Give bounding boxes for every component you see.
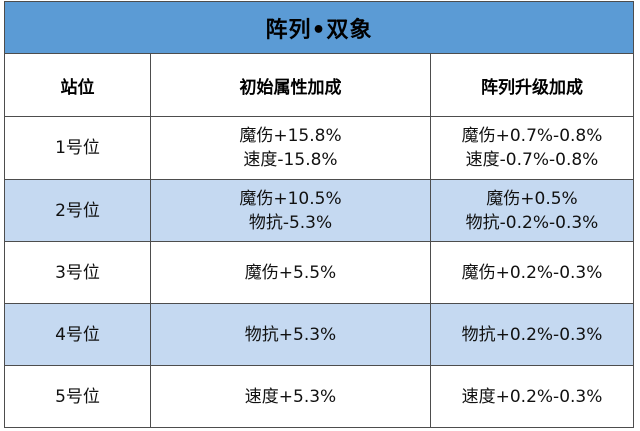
bonus-line: 魔伤+10.5%	[239, 188, 342, 209]
table-row: 4号位 物抗+5.3% 物抗+0.2%-0.3%	[4, 303, 635, 366]
bonus-line: 速度-15.8%	[243, 150, 338, 170]
table-title: 阵列•双象	[3, 1, 635, 54]
upgrade-bonus-cell: 物抗+0.2%-0.3%	[429, 303, 635, 366]
bonus-line: 物抗+5.3%	[244, 324, 337, 345]
bonus-line: 魔伤+0.7%-0.8%	[461, 126, 603, 146]
bonus-line: 物抗+0.2%-0.3%	[461, 324, 603, 345]
bonus-line: 魔伤+0.2%-0.3%	[461, 262, 603, 283]
upgrade-bonus-cell: 魔伤+0.5% 物抗-0.2%-0.3%	[429, 179, 635, 242]
table-row: 1号位 魔伤+15.8% 速度-15.8% 魔伤+0.7%-0.8% 速度-0.…	[4, 116, 635, 180]
position-cell: 4号位	[4, 303, 151, 366]
position-cell: 1号位	[4, 116, 151, 180]
header-initial-bonus: 初始属性加成	[150, 53, 431, 117]
bonus-line: 物抗-5.3%	[248, 212, 333, 233]
header-position: 站位	[4, 53, 151, 117]
title-row: 阵列•双象	[3, 1, 635, 54]
upgrade-bonus-cell: 魔伤+0.7%-0.8% 速度-0.7%-0.8%	[429, 116, 635, 180]
bonus-line: 速度-0.7%-0.8%	[465, 150, 599, 170]
initial-bonus-cell: 魔伤+5.5%	[150, 241, 431, 304]
table-row: 2号位 魔伤+10.5% 物抗-5.3% 魔伤+0.5% 物抗-0.2%-0.3…	[4, 179, 635, 242]
table-row: 3号位 魔伤+5.5% 魔伤+0.2%-0.3%	[4, 241, 635, 304]
table-row: 5号位 速度+5.3% 速度+0.2%-0.3%	[4, 365, 635, 428]
position-cell: 2号位	[4, 179, 151, 242]
upgrade-bonus-cell: 魔伤+0.2%-0.3%	[429, 241, 635, 304]
initial-bonus-cell: 魔伤+10.5% 物抗-5.3%	[150, 179, 431, 242]
header-row: 站位 初始属性加成 阵列升级加成	[4, 53, 635, 117]
initial-bonus-cell: 速度+5.3%	[150, 365, 431, 428]
initial-bonus-cell: 物抗+5.3%	[150, 303, 431, 366]
bonus-line: 魔伤+15.8%	[239, 126, 342, 146]
position-cell: 5号位	[4, 365, 151, 428]
bonus-line: 物抗-0.2%-0.3%	[465, 212, 599, 233]
bonus-line: 速度+0.2%-0.3%	[461, 386, 603, 407]
formation-table: 阵列•双象 站位 初始属性加成 阵列升级加成 1号位 魔伤+15.8% 速度-1…	[3, 1, 635, 428]
bonus-line: 魔伤+5.5%	[244, 262, 337, 283]
bonus-line: 魔伤+0.5%	[486, 188, 578, 209]
header-upgrade-bonus: 阵列升级加成	[429, 53, 635, 117]
upgrade-bonus-cell: 速度+0.2%-0.3%	[429, 365, 635, 428]
initial-bonus-cell: 魔伤+15.8% 速度-15.8%	[150, 116, 431, 180]
bonus-line: 速度+5.3%	[244, 386, 337, 407]
position-cell: 3号位	[4, 241, 151, 304]
